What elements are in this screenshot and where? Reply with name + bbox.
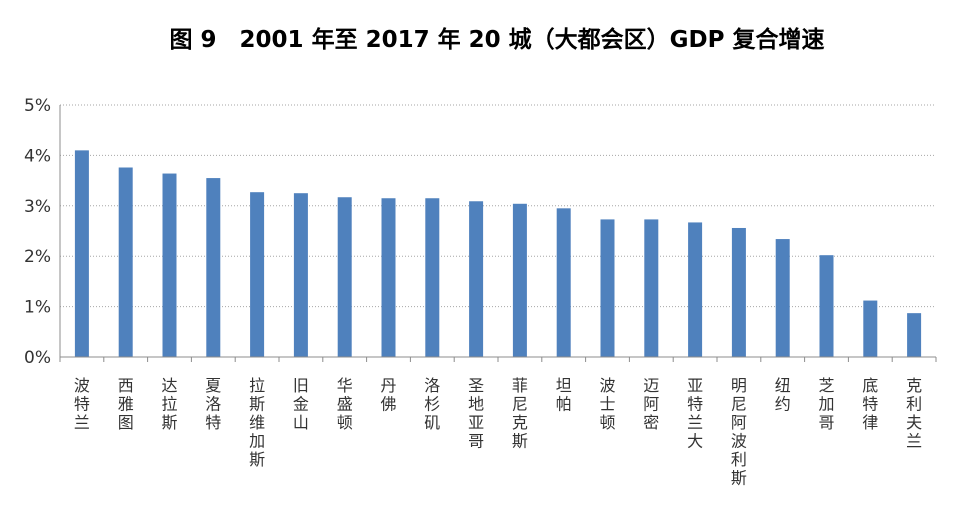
bar	[250, 192, 265, 357]
bar	[863, 300, 878, 357]
gridlines	[60, 104, 936, 308]
bar	[775, 239, 790, 357]
x-category-label: 芝加哥	[818, 376, 834, 432]
x-category-label: 纽约	[775, 376, 791, 414]
axes	[59, 105, 937, 362]
bar	[556, 208, 571, 357]
bar	[162, 173, 177, 357]
bar	[512, 203, 527, 357]
x-category-label: 坦帕	[556, 376, 572, 414]
x-category-label: 夏洛特	[205, 376, 221, 432]
bar	[644, 219, 659, 357]
bar	[731, 227, 746, 357]
x-category-label: 旧金山	[293, 376, 309, 432]
x-category-label: 克利夫兰	[906, 376, 922, 451]
x-category-label: 洛杉矶	[424, 376, 440, 432]
bar	[381, 198, 396, 357]
bar	[206, 178, 221, 357]
x-axis-category-labels: 波特兰 西雅图 达拉斯 夏洛特 拉斯维加斯 旧金山 华盛顿 丹佛 洛杉矶 圣地亚哥 菲尼克斯 坦帕波士…	[74, 376, 922, 488]
x-category-label: 达拉斯	[161, 376, 177, 432]
x-category-label: 丹佛	[380, 376, 396, 414]
x-category-label: 亚特兰大	[687, 376, 703, 451]
y-tick-label: 5%	[24, 96, 51, 116]
x-category-label: 菲尼克斯	[512, 376, 528, 451]
chart-title: 图 9 2001 年至 2017 年 20 城（大都会区）GDP 复合增速	[170, 26, 825, 53]
bar	[293, 193, 308, 357]
bars	[74, 150, 922, 357]
x-category-label: 圣地亚哥	[468, 376, 484, 451]
bar	[337, 197, 352, 357]
y-tick-label: 1%	[24, 298, 51, 318]
x-category-label: 华盛顿	[337, 376, 353, 432]
y-tick-label: 3%	[24, 197, 51, 217]
x-category-label: 波士顿	[599, 376, 615, 432]
bar	[688, 222, 703, 357]
y-tick-label: 4%	[24, 146, 51, 166]
x-category-label: 西雅图	[118, 376, 134, 432]
y-tick-label: 0%	[24, 348, 51, 368]
bar	[118, 167, 133, 357]
y-axis-tick-labels: 0% 1% 2% 3% 4% 5%	[24, 96, 51, 368]
bar	[425, 198, 440, 357]
x-category-label: 迈阿密	[643, 376, 659, 432]
bar	[819, 255, 834, 357]
bar	[907, 313, 922, 357]
bar	[469, 201, 484, 357]
x-category-label: 波特兰	[74, 376, 90, 432]
bar	[74, 150, 89, 357]
bar	[600, 219, 615, 357]
x-category-label: 拉斯维加斯	[249, 376, 265, 469]
y-tick-label: 2%	[24, 247, 51, 267]
x-category-label: 明尼阿波利斯	[731, 376, 747, 488]
x-category-label: 底特律	[862, 376, 878, 432]
